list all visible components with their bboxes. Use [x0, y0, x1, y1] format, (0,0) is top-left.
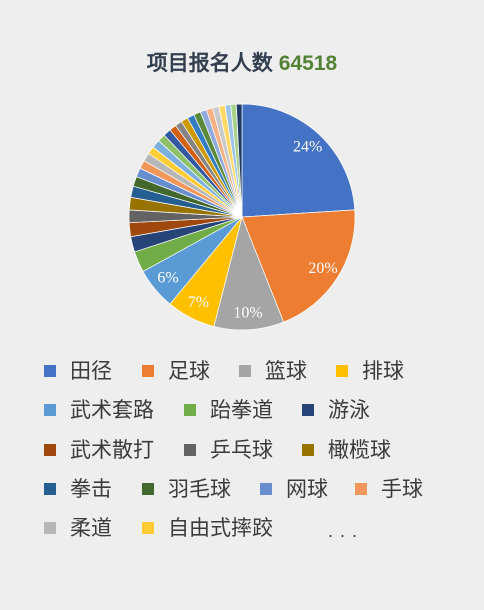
data-label: 7% — [188, 294, 209, 311]
legend-label: 游泳 — [328, 398, 370, 422]
legend-marker — [44, 365, 56, 377]
legend-more-ellipsis: . . . — [328, 521, 359, 541]
legend-item-youyong: 游泳 — [302, 398, 370, 422]
legend-label: 橄榄球 — [328, 438, 391, 462]
legend-marker — [302, 444, 314, 456]
legend-marker — [44, 404, 56, 416]
pie-slice — [241, 103, 356, 218]
legend-marker — [355, 483, 367, 495]
legend-label: 篮球 — [265, 359, 307, 383]
legend-item-pingpangqiu: 乒乓球 — [184, 438, 273, 462]
legend-item-ganlanqiu: 橄榄球 — [302, 438, 391, 462]
legend-item-quanji: 拳击 — [44, 477, 112, 501]
legend-label: 网球 — [286, 477, 328, 501]
chart-title: 项目报名人数 64518 — [0, 49, 484, 78]
legend-item-taiquandao: 跆拳道 — [184, 398, 273, 422]
legend-label: 乒乓球 — [210, 438, 273, 462]
data-label: 20% — [308, 260, 337, 277]
legend-marker — [142, 483, 154, 495]
legend-marker — [142, 522, 154, 534]
legend-item-lanqiu: 篮球 — [239, 359, 307, 383]
legend-item-roudao: 柔道 — [44, 516, 112, 540]
pie-slice — [235, 103, 243, 218]
legend-marker — [44, 444, 56, 456]
legend-item-shouqiu: 手球 — [355, 477, 423, 501]
legend-label: 足球 — [168, 359, 210, 383]
chart-title-text: 项目报名人数 — [146, 51, 273, 75]
legend-marker — [336, 365, 348, 377]
legend-label: 自由式摔跤 — [168, 516, 273, 540]
pie-slice — [213, 216, 284, 331]
legend-label: 拳击 — [70, 477, 112, 501]
pie-slices — [128, 103, 356, 331]
legend-label: 武术套路 — [70, 398, 154, 422]
legend-marker — [142, 365, 154, 377]
legend-item-ziyoushi-shuaijiao: 自由式摔跤 — [142, 516, 273, 540]
legend-label: 羽毛球 — [168, 477, 231, 501]
legend-item-zuqiu: 足球 — [142, 359, 210, 383]
data-label: 24% — [293, 139, 322, 156]
chart-title-total: 64518 — [278, 52, 338, 75]
legend-marker — [302, 404, 314, 416]
legend-marker — [260, 483, 272, 495]
pie-slice — [241, 209, 356, 323]
legend-item-paiqiu: 排球 — [336, 359, 404, 383]
legend-label: 排球 — [362, 359, 404, 383]
legend-marker — [239, 365, 251, 377]
legend-label: 柔道 — [70, 516, 112, 540]
legend-label: 跆拳道 — [210, 398, 273, 422]
legend-marker — [44, 522, 56, 534]
legend-item-tianjing: 田径 — [44, 359, 112, 383]
legend-marker — [44, 483, 56, 495]
legend-label: 田径 — [70, 359, 112, 383]
legend-marker — [184, 444, 196, 456]
pie-chart: 24% 20% 10% 7% 6% — [128, 103, 356, 331]
legend-item-yumaoqiu: 羽毛球 — [142, 477, 231, 501]
legend-label: 武术散打 — [70, 438, 154, 462]
pie-data-labels: 24% 20% 10% 7% 6% — [157, 139, 337, 322]
legend-item-wushu-taolu: 武术套路 — [44, 398, 154, 422]
data-label: 10% — [233, 304, 262, 321]
data-label: 6% — [157, 270, 178, 287]
legend-marker — [184, 404, 196, 416]
legend-item-wushu-sanda: 武术散打 — [44, 438, 154, 462]
legend-label: 手球 — [381, 477, 423, 501]
legend-item-wangqiu: 网球 — [260, 477, 328, 501]
